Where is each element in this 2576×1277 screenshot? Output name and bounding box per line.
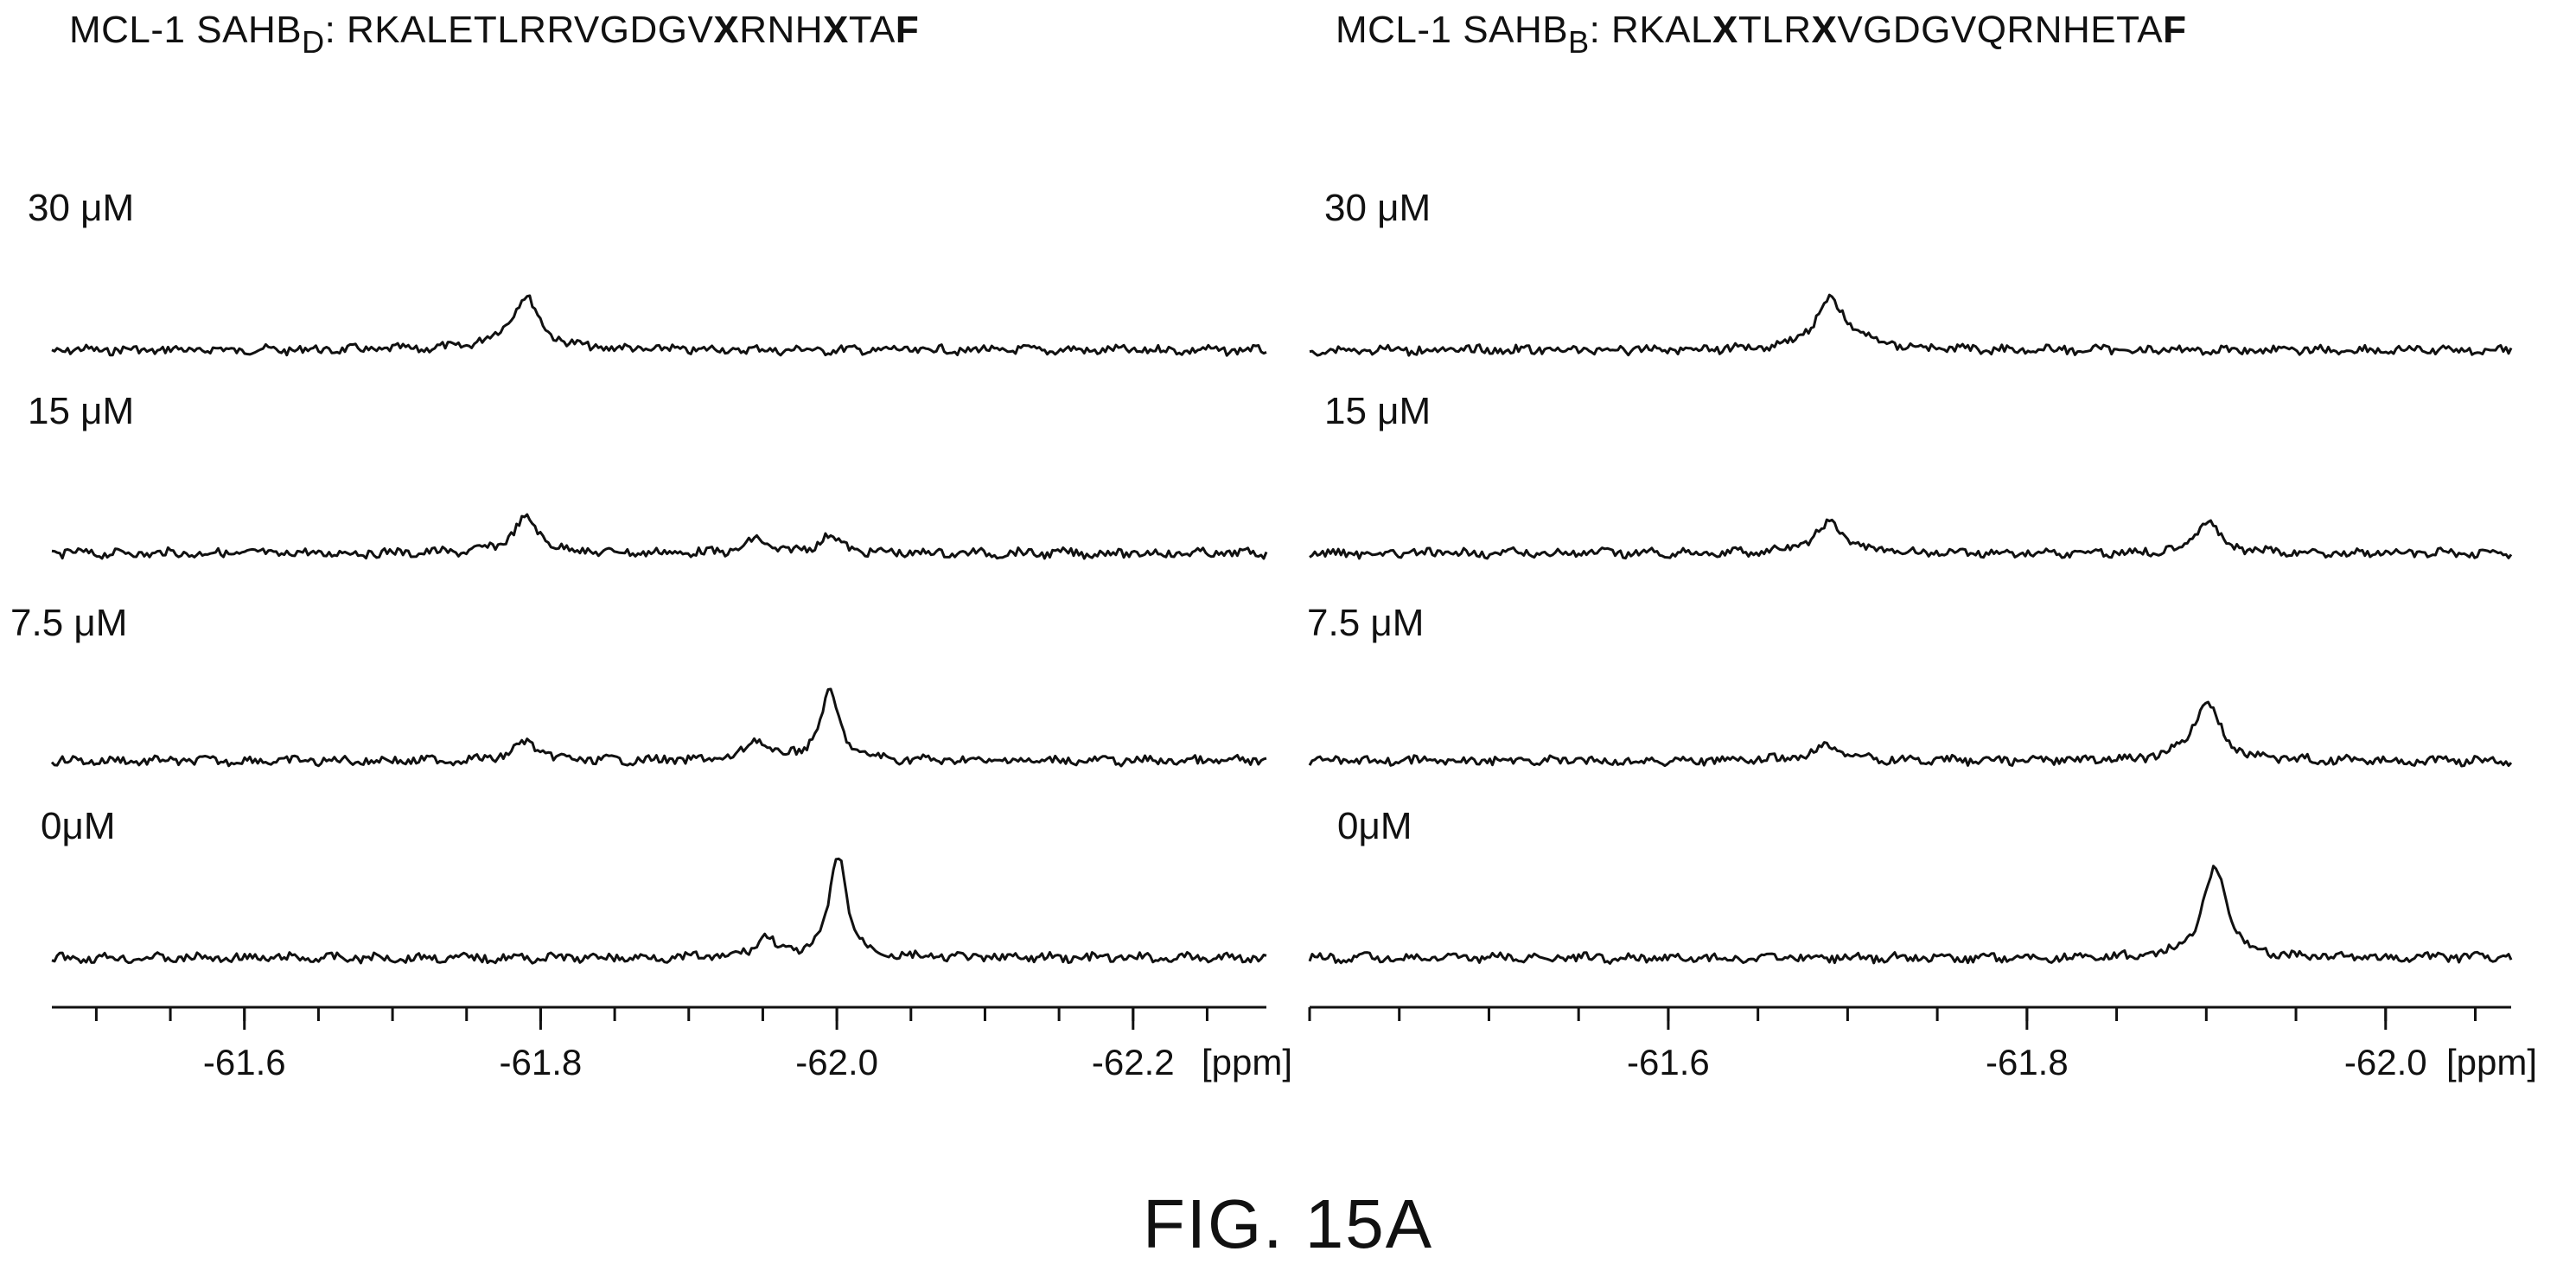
title-sequence-segment: TLR <box>1738 9 1812 51</box>
x-tick-label: -62.0 <box>2344 1042 2427 1082</box>
concentration-label: 0μM <box>41 805 115 847</box>
x-axis-unit-label: [ppm] <box>1202 1042 1292 1082</box>
x-tick-label: -62.2 <box>1092 1042 1175 1082</box>
concentration-label: 30 μM <box>1324 187 1431 229</box>
concentration-label: 7.5 μM <box>1307 602 1424 644</box>
title-sequence-segment: F <box>2163 9 2187 51</box>
spectrum-panel-right: -61.6 -61.8 -62.0 [ppm] 30 μM 15 μM 7.5 μM 0μM <box>1307 187 2537 1082</box>
spectrum-trace <box>1308 700 2513 768</box>
title-subscript: D <box>302 24 325 60</box>
spectrum-trace <box>50 687 1267 768</box>
spectrum-trace <box>51 857 1267 965</box>
spectrum-trace <box>1309 293 2513 357</box>
concentration-label: 15 μM <box>28 390 134 432</box>
spectrum-trace <box>51 294 1267 357</box>
right-panel-title: MCL-1 SAHBB: RKALXTLRXVGDGVQRNHETAF <box>1336 9 2187 61</box>
title-sequence-segment: TA <box>848 9 896 51</box>
concentration-label: 30 μM <box>28 187 134 229</box>
x-tick-label: -61.8 <box>1986 1042 2069 1082</box>
x-tick-label: -62.0 <box>795 1042 878 1082</box>
x-axis-unit-label: [ppm] <box>2446 1042 2537 1082</box>
title-sequence-segment: X <box>1811 9 1838 51</box>
title-sequence-segment: X <box>823 9 849 51</box>
spectrum-panel-left: -61.6 -61.8 -62.0 -62.2 [ppm] 30 μM 15 μM 7.5 μ… <box>10 187 1292 1082</box>
x-tick-label: -61.6 <box>1627 1042 1710 1082</box>
spectrum-trace <box>51 513 1268 560</box>
concentration-label: 0μM <box>1337 805 1412 847</box>
spectrum-trace <box>1309 518 2513 560</box>
title-sequence-segment: : RKAL <box>1589 9 1712 51</box>
spectrum-trace <box>1308 865 2513 965</box>
title-prefix: MCL-1 SAHB <box>69 9 303 51</box>
title-sequence-segment: : RKALETLRRVGDGV <box>324 9 714 51</box>
title-sequence-segment: X <box>713 9 740 51</box>
nmr-spectra-figure: -61.6 -61.8 -62.0 -62.2 [ppm] 30 μM 15 μM 7.5 μ… <box>10 187 2537 1082</box>
concentration-label: 15 μM <box>1324 390 1431 432</box>
title-sequence-segment: RNH <box>739 9 824 51</box>
x-tick-label: -61.6 <box>203 1042 286 1082</box>
concentration-label: 7.5 μM <box>10 602 127 644</box>
figure-caption: FIG. 15A <box>1142 1185 1434 1262</box>
title-sequence-segment: X <box>1712 9 1738 51</box>
x-tick-label: -61.8 <box>500 1042 583 1082</box>
title-prefix: MCL-1 SAHB <box>1336 9 1569 51</box>
title-sequence-segment: VGDGVQRNHETA <box>1837 9 2164 51</box>
title-sequence-segment: F <box>895 9 920 51</box>
title-subscript: B <box>1568 24 1590 60</box>
left-panel-title: MCL-1 SAHBD: RKALETLRRVGDGVXRNHXTAF <box>69 9 919 61</box>
